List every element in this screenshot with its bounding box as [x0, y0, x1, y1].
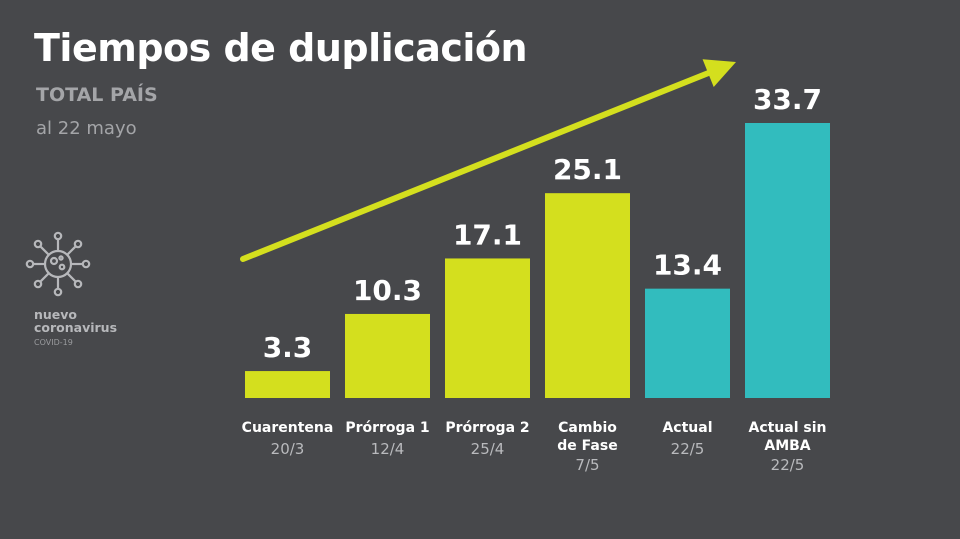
date-label-5: 22/5	[771, 456, 805, 474]
category-label-1-0: Prórroga 1	[345, 420, 429, 436]
chart-title: Tiempos de duplicación	[34, 26, 528, 70]
trend-arrow-head	[702, 59, 736, 88]
trend-arrow-line	[240, 70, 712, 262]
value-label-3: 25.1	[553, 153, 622, 186]
trend-arrow	[240, 59, 736, 262]
bar-1	[345, 313, 430, 398]
bar-5	[745, 123, 830, 398]
date-label-2: 25/4	[471, 440, 505, 458]
virus-icon	[25, 231, 91, 297]
value-label-5: 33.7	[753, 83, 822, 116]
value-label-4: 13.4	[653, 249, 722, 282]
chart-subtitle: TOTAL PAÍS	[36, 84, 158, 106]
bars	[245, 123, 830, 398]
labels: 3.3 Cuarentena 20/3 10.3 Prórroga 1 12/4 17.1 P…	[242, 83, 827, 474]
category-label-0-0: Cuarentena	[242, 420, 334, 436]
logo-subtext: COVID-19	[34, 338, 73, 347]
date-label-3: 7/5	[575, 456, 599, 474]
value-label-0: 3.3	[263, 331, 313, 364]
category-label-3-1: de Fase	[557, 438, 617, 454]
chart-date: al 22 mayo	[36, 118, 137, 139]
date-label-4: 22/5	[671, 440, 705, 458]
bar-0	[245, 371, 330, 398]
date-label-1: 12/4	[371, 440, 405, 458]
covid-logo: nuevo coronavirus COVID-19	[20, 228, 130, 358]
value-label-2: 17.1	[453, 218, 522, 251]
bar-2	[445, 258, 530, 398]
category-label-3-0: Cambio	[558, 420, 617, 436]
value-label-1: 10.3	[353, 274, 422, 307]
category-label-4-0: Actual	[662, 420, 712, 436]
category-label-2-0: Prórroga 2	[445, 420, 529, 436]
bar-4	[645, 288, 730, 398]
bar-3	[545, 193, 630, 398]
category-label-5-0: Actual sin	[748, 420, 826, 436]
category-label-5-1: AMBA	[764, 438, 810, 454]
logo-text: nuevo coronavirus	[34, 307, 118, 335]
date-label-0: 20/3	[271, 440, 305, 458]
